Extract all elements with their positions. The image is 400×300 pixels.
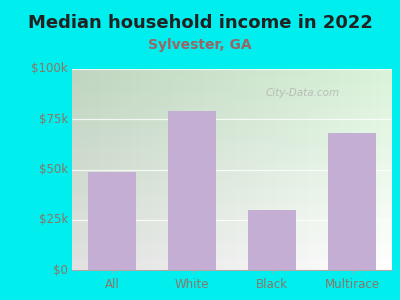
Text: $75k: $75k [39,113,68,126]
Bar [328,133,376,270]
Text: $50k: $50k [39,163,68,176]
Text: Median household income in 2022: Median household income in 2022 [28,14,372,32]
Bar [248,210,296,270]
Bar [88,172,136,270]
Bar [168,111,216,270]
Text: $0: $0 [53,263,68,277]
Text: City-Data.com: City-Data.com [265,88,340,98]
Text: Sylvester, GA: Sylvester, GA [148,38,252,52]
Text: $100k: $100k [31,62,68,76]
Text: $25k: $25k [39,213,68,226]
